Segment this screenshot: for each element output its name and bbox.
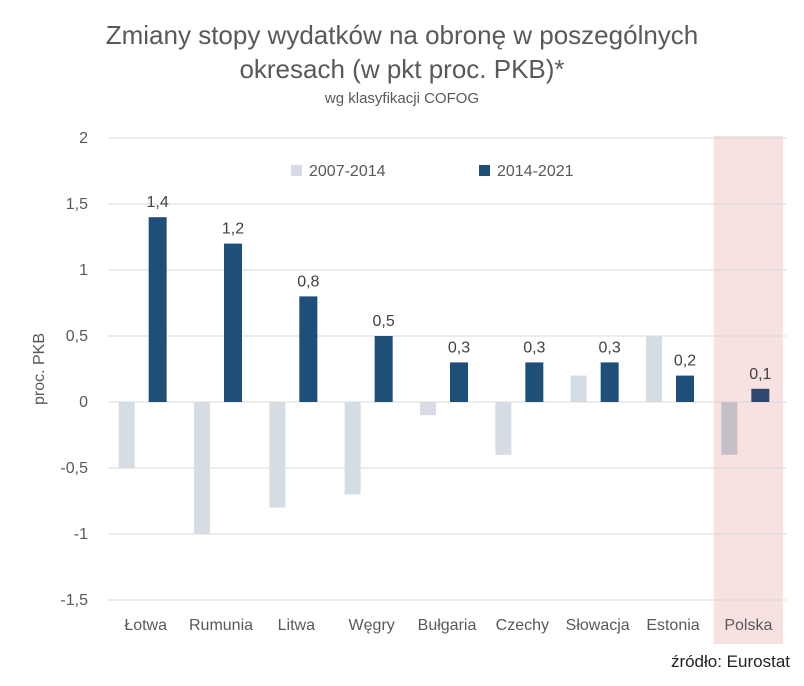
- bar-2007-2014: [194, 402, 210, 534]
- bar-2007-2014: [570, 375, 587, 402]
- data-label-2014-2021: 0,3: [599, 339, 621, 356]
- chart-subtitle: wg klasyfikacji COFOG: [324, 90, 480, 107]
- y-tick-label: -1: [74, 526, 88, 543]
- bar-2014-2021: [299, 296, 318, 402]
- category-label: Rumunia: [189, 617, 253, 634]
- data-label-2014-2021: 1,2: [222, 221, 244, 238]
- data-label-2014-2021: 0,5: [373, 313, 395, 330]
- category-label: Łotwa: [124, 617, 167, 634]
- bar-2014-2021: [751, 388, 770, 402]
- category-label: Słowacja: [566, 617, 630, 634]
- category-label: Bułgaria: [418, 617, 477, 634]
- bar-2014-2021: [374, 336, 393, 402]
- data-label-2014-2021: 0,8: [297, 273, 319, 290]
- y-tick-label: 1,5: [66, 196, 88, 213]
- bar-2007-2014: [646, 336, 662, 402]
- category-label: Litwa: [278, 617, 315, 634]
- data-label-2014-2021: 0,1: [749, 366, 771, 383]
- bar-2014-2021: [224, 243, 242, 402]
- bar-2007-2014: [118, 402, 135, 468]
- bar-2007-2014: [344, 402, 361, 495]
- y-tick-label: 2: [79, 130, 88, 147]
- bar-2014-2021: [676, 375, 694, 402]
- bar-2007-2014: [495, 402, 512, 455]
- bar-2007-2014: [269, 402, 286, 508]
- bar-2014-2021: [600, 362, 619, 402]
- chart-title-line-2: okresach (w pkt proc. PKB)*: [239, 54, 565, 84]
- y-tick-label: -0,5: [60, 460, 88, 477]
- bar-2014-2021: [450, 362, 468, 402]
- data-label-2014-2021: 0,2: [674, 353, 696, 370]
- bar-2014-2021: [148, 217, 167, 402]
- legend-label-2007-2014: 2007-2014: [309, 163, 386, 180]
- category-label: Czechy: [496, 617, 549, 634]
- category-label: Polska: [724, 617, 772, 634]
- y-tick-label: -1,5: [60, 592, 88, 609]
- highlight-band: [713, 136, 783, 644]
- data-label-2014-2021: 0,3: [523, 339, 545, 356]
- bar-2007-2014: [420, 402, 436, 416]
- y-tick-label: 1: [79, 262, 88, 279]
- legend-swatch-2014-2021: [479, 165, 490, 176]
- legend-label-2014-2021: 2014-2021: [497, 163, 574, 180]
- data-label-2014-2021: 0,3: [448, 339, 470, 356]
- chart-title-line-1: Zmiany stopy wydatków na obronę w poszeg…: [105, 20, 699, 50]
- chart-title: Zmiany stopy wydatków na obronę w poszeg…: [0, 18, 804, 86]
- y-tick-label: 0: [79, 394, 88, 411]
- y-axis-title: proc. PKB: [31, 333, 48, 405]
- legend-swatch-2007-2014: [291, 165, 302, 176]
- y-tick-label: 0,5: [66, 328, 88, 345]
- category-label: Węgry: [349, 617, 395, 634]
- data-label-2014-2021: 1,4: [147, 194, 169, 211]
- bar-2014-2021: [525, 362, 544, 402]
- source-note: źródło: Eurostat: [670, 652, 790, 671]
- category-label: Estonia: [646, 617, 699, 634]
- bar-2007-2014: [721, 402, 738, 455]
